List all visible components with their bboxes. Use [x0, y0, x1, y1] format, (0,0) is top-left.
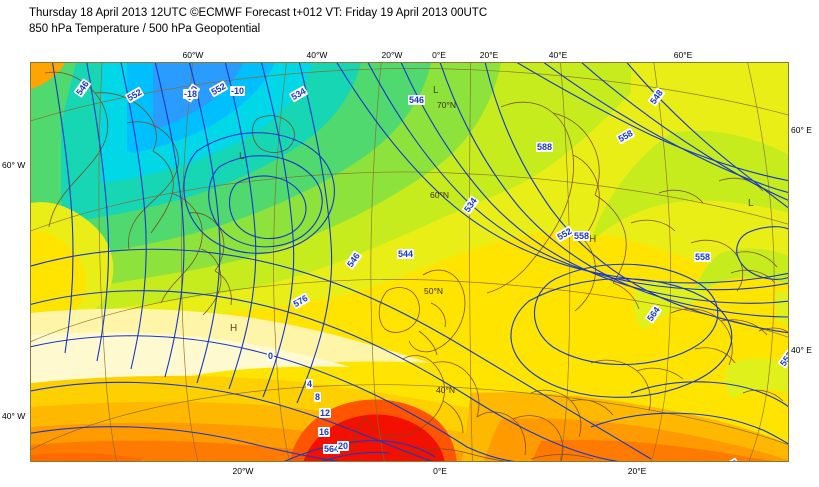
geopotential-label: 546 [408, 95, 426, 105]
axis-tick-label-right: 60° E [791, 125, 812, 135]
header-line-1: Thursday 18 April 2013 12UTC ©ECMWF Fore… [29, 7, 488, 19]
latitude-label: 60°N [430, 190, 449, 200]
temperature-label: 20 [337, 441, 350, 451]
temperature-label: 8 [314, 392, 322, 402]
chart-header: Thursday 18 April 2013 12UTC ©ECMWF Fore… [29, 5, 809, 37]
temperature-label: 12 [319, 408, 332, 418]
low-pressure-marker: L [239, 151, 245, 162]
geopotential-label: 564 [323, 444, 341, 454]
temperature-label: 0 [267, 351, 275, 361]
high-pressure-marker: H [589, 234, 597, 245]
axis-tick-label-top: 20°E [479, 50, 499, 60]
axis-tick-label-top: 40°E [548, 50, 568, 60]
header-line-2: 850 hPa Temperature / 500 hPa Geopotenti… [29, 23, 261, 35]
temperature-label: -10 [230, 86, 246, 96]
temperature-label: 4 [306, 379, 314, 389]
geopotential-label: 544 [397, 249, 415, 259]
latitude-label: 50°N [424, 286, 443, 296]
axis-tick-label-right: 40° E [791, 345, 812, 355]
axis-tick-label-top: 0°E [432, 50, 446, 60]
axis-tick-label-left: 40° W [2, 411, 26, 421]
axis-tick-label-top: 60°W [182, 50, 204, 60]
axis-tick-label-top: 20°W [381, 50, 403, 60]
axis-tick-label-bottom: 0°E [433, 466, 447, 476]
geopotential-label: 558 [694, 252, 712, 262]
axis-tick-label-bottom: 20°W [232, 466, 254, 476]
geopotential-label: 588 [536, 142, 554, 152]
geopotential-label: 558 [573, 231, 591, 241]
axis-tick-label-bottom: 20°E [627, 466, 647, 476]
low-pressure-marker: L [748, 198, 754, 209]
temperature-label: 16 [318, 427, 331, 437]
axis-tick-label-top: 40°W [306, 50, 328, 60]
low-pressure-marker: L [433, 85, 439, 96]
axis-tick-label-top: 60°E [673, 50, 693, 60]
latitude-label: 70°N [437, 100, 456, 110]
temperature-label: -18 [183, 89, 199, 99]
latitude-label: 40°N [436, 385, 455, 395]
high-pressure-marker: H [230, 323, 238, 334]
axis-tick-label-left: 60° W [2, 160, 26, 170]
graticule [31, 63, 788, 461]
geopotential-contours [31, 63, 788, 461]
